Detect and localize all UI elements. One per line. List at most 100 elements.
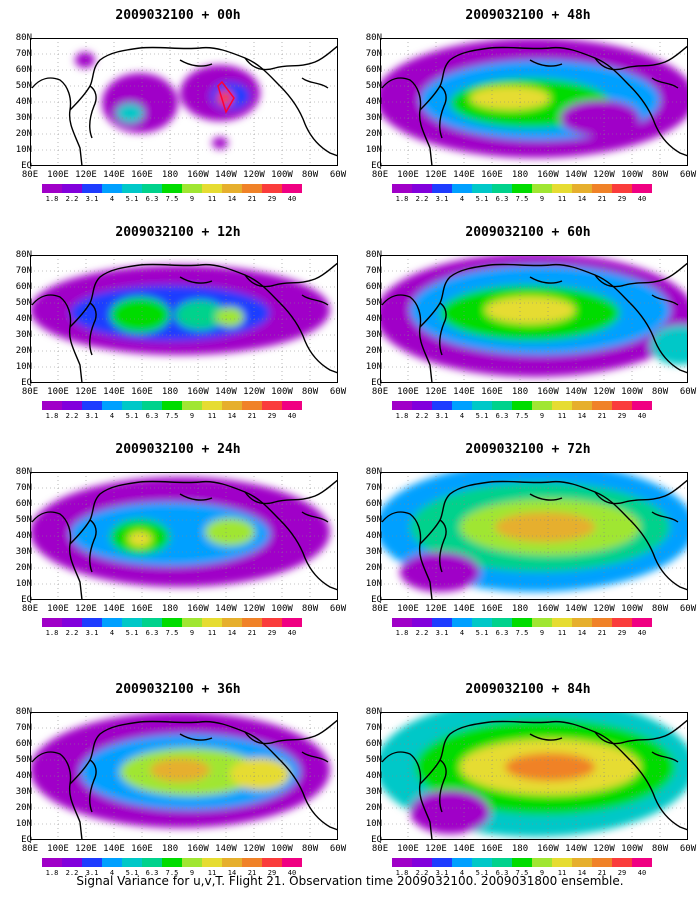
colorbar-swatch	[432, 401, 452, 410]
colorbar-swatch	[222, 184, 242, 193]
colorbar-swatch	[102, 401, 122, 410]
colorbar-swatch	[122, 858, 142, 867]
lat-label: 20N	[365, 563, 382, 573]
colorbar-label: 14	[227, 412, 237, 420]
variance-blob	[110, 297, 170, 333]
colorbar-swatch	[282, 401, 302, 410]
colorbar-swatch	[552, 618, 572, 627]
coastline	[629, 759, 688, 831]
lon-label: 80E	[371, 844, 389, 854]
lat-label: 10N	[365, 579, 382, 589]
lon-axis: 80E 100E 120E 140E 160E 180 160W 140W 120W 100W 80…	[20, 170, 350, 182]
lat-label: 10N	[365, 362, 382, 372]
colorbar-swatch	[592, 858, 612, 867]
colorbar-label: 3.1	[85, 412, 99, 420]
coastline	[529, 276, 563, 284]
lat-label: 70N	[365, 266, 382, 276]
lat-label: EQ	[371, 595, 382, 605]
lat-label: 60N	[365, 65, 382, 75]
lon-label: 160E	[481, 170, 503, 180]
colorbar-label: 9	[539, 869, 545, 877]
lat-label: 20N	[15, 346, 32, 356]
lon-label: 80E	[371, 170, 389, 180]
lon-label: 160W	[537, 170, 559, 180]
colorbar-swatch	[62, 858, 82, 867]
lat-label: 40N	[15, 771, 32, 781]
lon-label: 160E	[481, 604, 503, 614]
colorbar-label: 29	[267, 195, 277, 203]
lon-label: 120E	[75, 604, 97, 614]
lon-label: 120E	[75, 387, 97, 397]
lon-label: 160E	[131, 170, 153, 180]
colorbar-label: 7.5	[515, 629, 529, 637]
colorbar-swatch	[202, 858, 222, 867]
colorbar-label: 5.1	[475, 869, 489, 877]
colorbar-swatch	[392, 184, 412, 193]
coastline	[529, 733, 563, 741]
lon-label: 100W	[621, 387, 643, 397]
colorbar-label: 1.8	[395, 412, 409, 420]
colorbar-swatch	[102, 184, 122, 193]
coastline	[489, 263, 631, 304]
lat-label: 30N	[365, 787, 382, 797]
coastline	[89, 85, 97, 139]
variance-blob	[230, 758, 290, 790]
coastline	[419, 481, 491, 545]
colorbar-label: 2.2	[415, 195, 429, 203]
colorbar-swatch	[392, 858, 412, 867]
panel-title: 2009032100 + 48h	[465, 8, 591, 23]
lon-axis: 80E 100E 120E 140E 160E 180 160W 140W 120W 100W 80…	[20, 844, 350, 856]
coastline	[594, 262, 688, 288]
coastline	[419, 721, 491, 785]
colorbar-swatch	[472, 618, 492, 627]
colorbar-swatch	[222, 618, 242, 627]
lon-label: 80E	[21, 604, 39, 614]
lon-label: 80E	[371, 604, 389, 614]
lon-label: 160E	[481, 387, 503, 397]
coastline	[381, 77, 433, 166]
colorbar-swatch	[572, 401, 592, 410]
colorbar-label: 6.3	[495, 869, 509, 877]
forecast-panel: 2009032100 + 84h 80N 70N 60N 50N 40N 30N 20N 10N…	[358, 682, 698, 892]
colorbar-swatch	[262, 618, 282, 627]
lon-axis: 80E 100E 120E 140E 160E 180 160W 140W 120W 100W 80…	[370, 844, 700, 856]
lon-label: 160W	[187, 387, 209, 397]
colorbar-swatch	[452, 184, 472, 193]
colorbar-label: 9	[189, 195, 195, 203]
colorbar-swatch	[42, 401, 62, 410]
colorbar-swatch	[392, 401, 412, 410]
colorbar: 1.8 2.2 3.1 4 5.1 6.3 7.5 9 11 14 21 29 40	[392, 618, 652, 640]
colorbar-label: 4	[459, 195, 465, 203]
lon-label: 80W	[301, 844, 319, 854]
coastline	[179, 733, 213, 741]
colorbar-swatch	[532, 184, 552, 193]
colorbar-swatch	[512, 858, 532, 867]
colorbar-swatch	[452, 858, 472, 867]
variance-blob	[102, 73, 178, 133]
colorbar-label: 4	[459, 629, 465, 637]
lon-label: 180	[161, 844, 179, 854]
lat-label: 40N	[365, 97, 382, 107]
colorbar-swatch	[492, 858, 512, 867]
lon-label: 120W	[243, 844, 265, 854]
lat-label: 20N	[15, 563, 32, 573]
colorbar-swatch	[182, 184, 202, 193]
coastline	[529, 59, 563, 67]
colorbar-swatch	[612, 184, 632, 193]
lon-label: 140E	[453, 604, 475, 614]
figure-caption: Signal Variance for u,v,T. Flight 21. Ob…	[76, 874, 624, 888]
colorbar-swatch	[262, 184, 282, 193]
colorbar-label: 7.5	[165, 195, 179, 203]
colorbar-label: 11	[557, 412, 567, 420]
colorbar-label: 3.1	[85, 629, 99, 637]
lon-label: 180	[511, 604, 529, 614]
colorbar-swatch	[592, 184, 612, 193]
coastline	[629, 302, 688, 374]
colorbar-label: 11	[207, 195, 217, 203]
lat-label: 50N	[365, 298, 382, 308]
lat-label: 60N	[15, 282, 32, 292]
lon-label: 80W	[301, 604, 319, 614]
lat-label: EQ	[371, 161, 382, 171]
coastline	[301, 511, 329, 523]
colorbar-label: 21	[597, 412, 607, 420]
